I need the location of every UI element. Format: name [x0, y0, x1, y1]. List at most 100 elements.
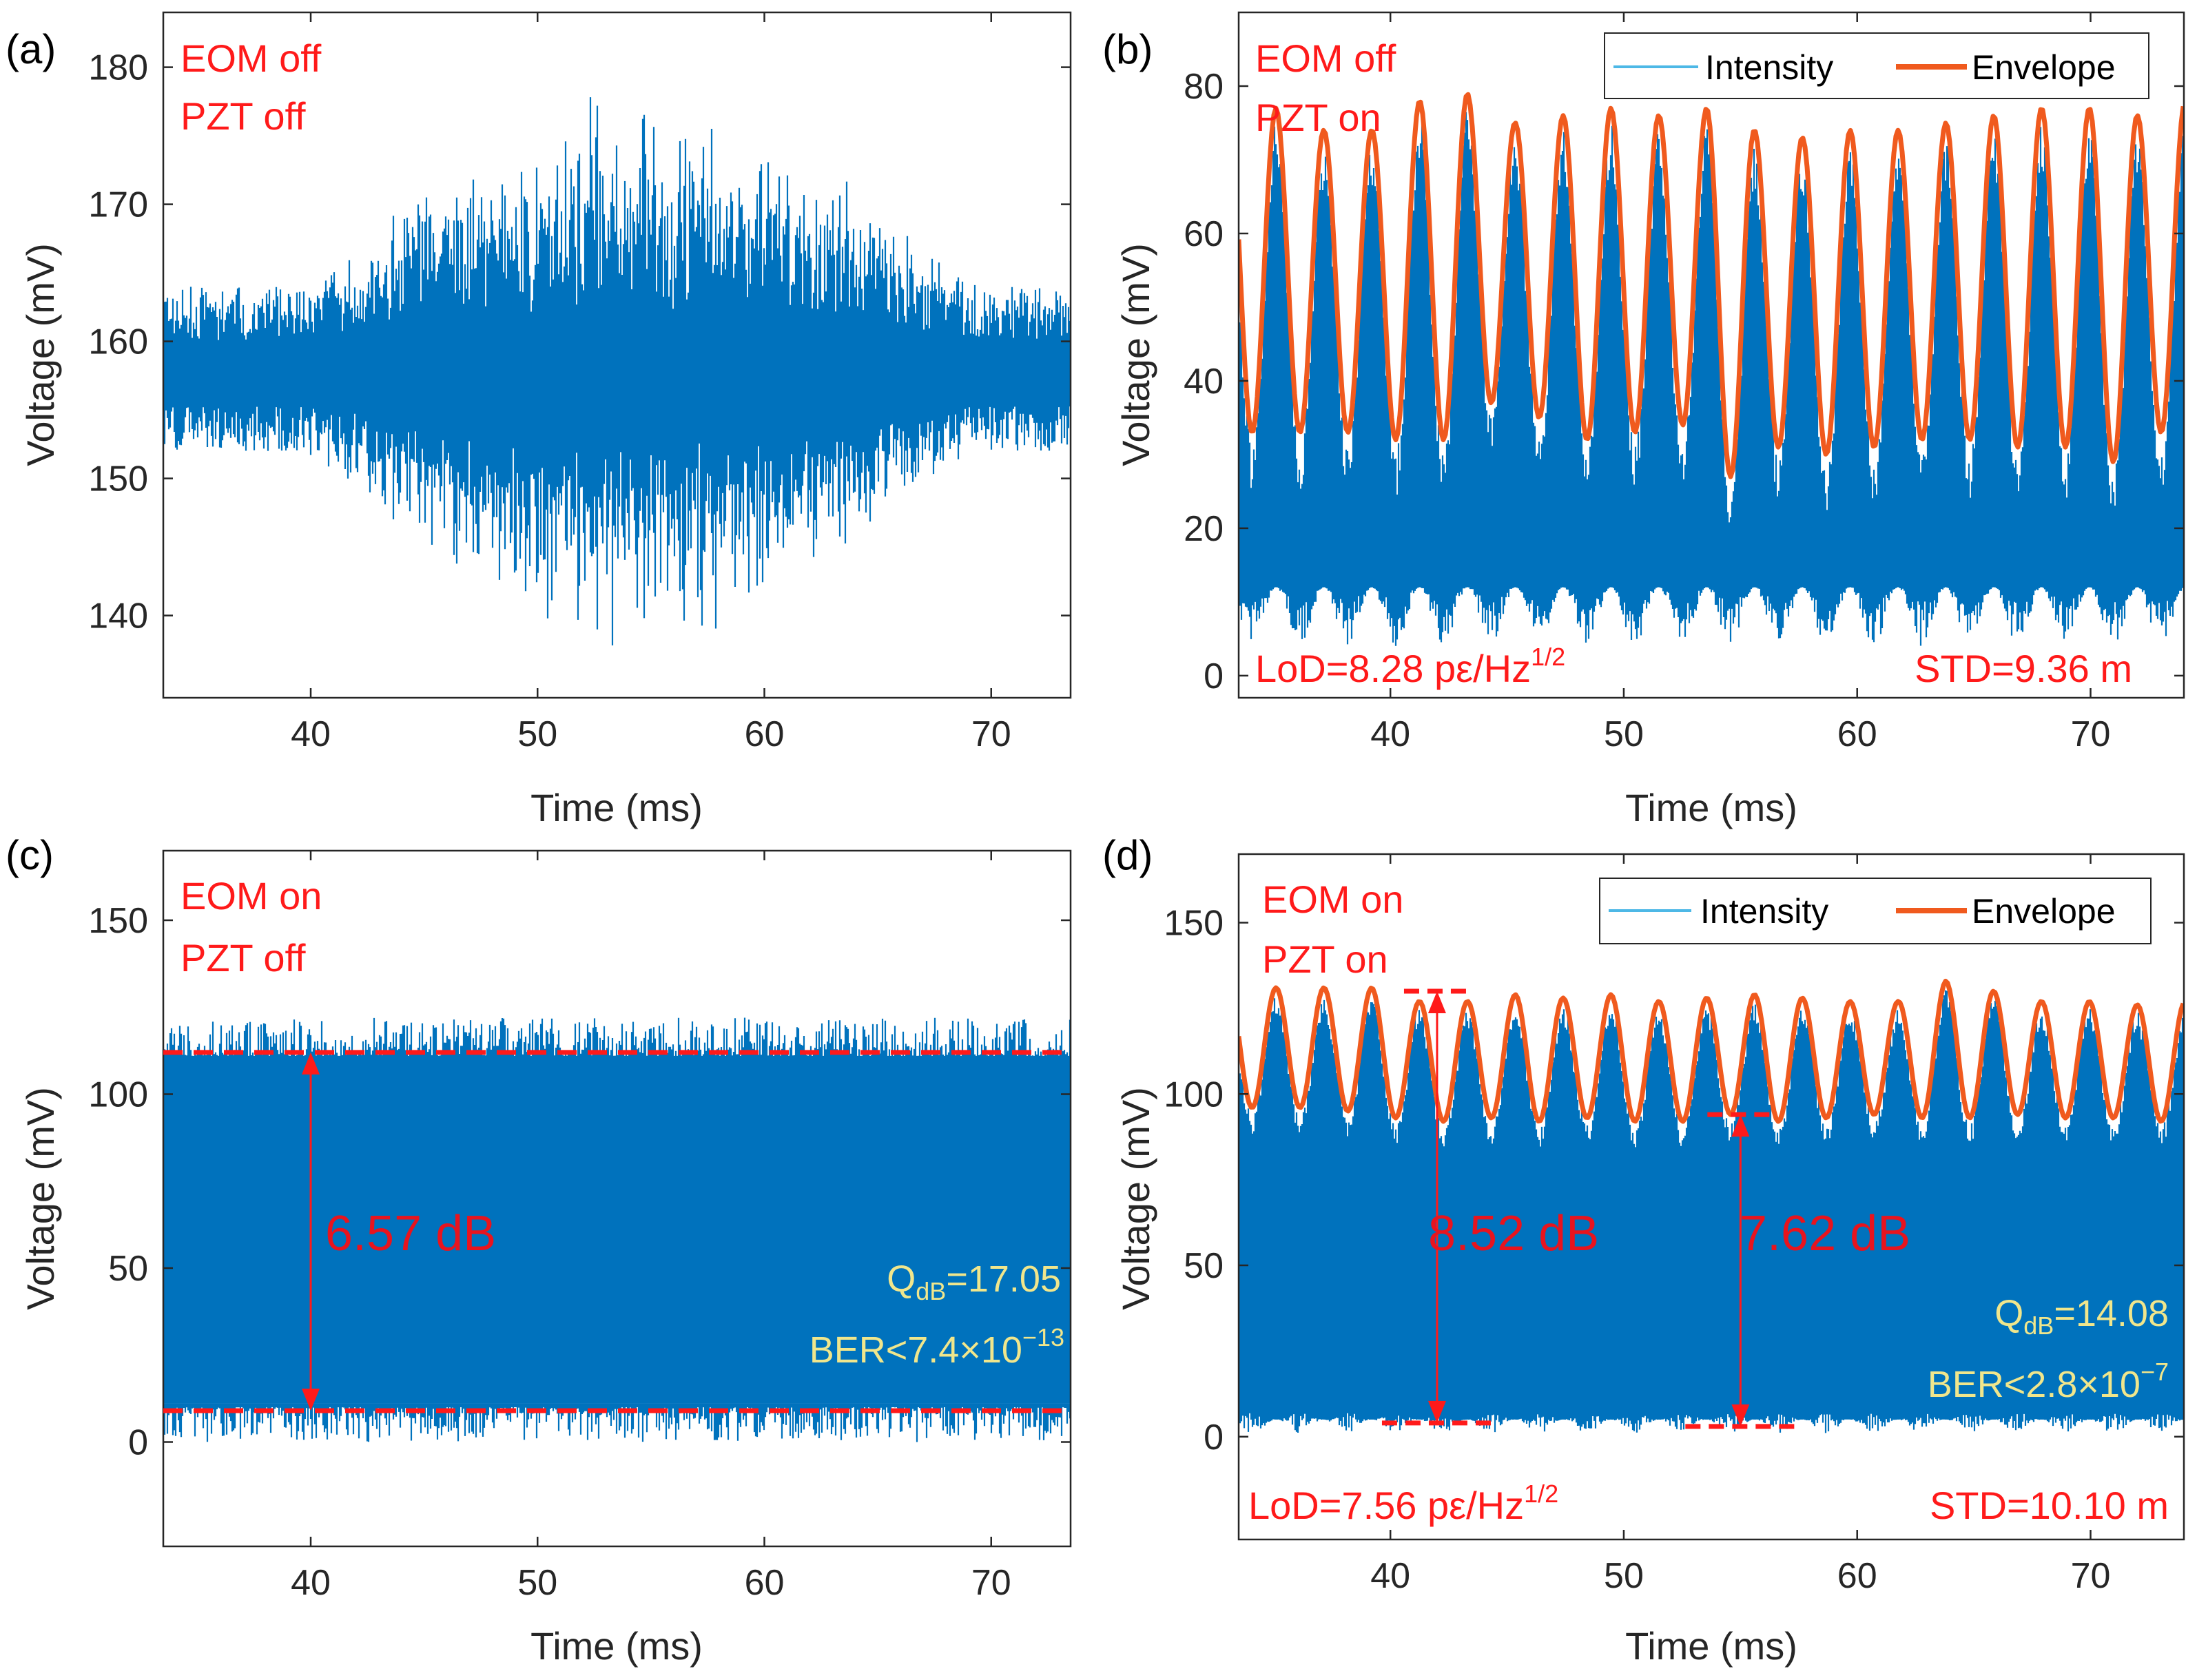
intensity-trace	[1239, 112, 2184, 646]
db-arrow-2-head-top	[1731, 1114, 1750, 1137]
panel-a-ylabel: Voltage (mV)	[19, 243, 62, 466]
x-tick-label: 40	[291, 714, 331, 754]
db-arrow-1-head-bottom	[1427, 1400, 1446, 1423]
y-tick-label: 0	[1204, 656, 1224, 696]
y-tick-label: 20	[1184, 509, 1224, 549]
panel-c-overlay	[163, 1050, 1071, 1413]
panel-c-series-group	[163, 1017, 1071, 1442]
y-tick-label: 180	[88, 48, 148, 88]
y-tick-label: 100	[88, 1075, 148, 1115]
x-tick-label: 50	[1604, 714, 1644, 754]
panel-b-ticks: 40 50 60 70 0 20 40 60 80	[1184, 12, 2184, 754]
panel-d-lod-text: LoD=7.56 pε/Hz	[1248, 1484, 1524, 1527]
panel-d-eom-text: EOM on	[1262, 878, 1403, 921]
panel-c-pzt-text: PZT off	[180, 936, 306, 979]
panel-d: (d) 40 50 60 70 0 50 100 150 Time (ms) Voltage …	[1102, 832, 2185, 1668]
panel-b-lod-text: LoD=8.28 pε/Hz	[1255, 647, 1531, 690]
panel-b-xlabel: Time (ms)	[1625, 786, 1797, 829]
y-tick-label: 0	[1204, 1418, 1224, 1458]
db-arrow-head-bottom	[302, 1389, 320, 1411]
panel-b-label: (b)	[1102, 26, 1153, 72]
db-arrow-1-head-top	[1427, 991, 1446, 1013]
panel-c-ylabel: Voltage (mV)	[19, 1087, 62, 1310]
y-tick-label: 80	[1184, 67, 1224, 107]
x-tick-label: 70	[971, 714, 1011, 754]
y-tick-label: 140	[88, 597, 148, 636]
panel-a-plot-area	[163, 97, 1071, 645]
y-tick-label: 170	[88, 185, 148, 225]
panel-d-series-group	[1239, 978, 2184, 1433]
y-tick-label: 150	[88, 901, 148, 941]
x-tick-label: 50	[517, 714, 557, 754]
panel-b-plot-area	[1239, 92, 2184, 646]
x-tick-label: 50	[517, 1563, 557, 1603]
panel-b: (b) 40 50 60 70 0 20 40 60 80 Time (ms) Voltage …	[1102, 11, 2185, 829]
panel-b-axes-box	[1237, 11, 2185, 699]
panel-d-q-num: =14.08	[2054, 1293, 2169, 1334]
y-tick-label: 40	[1184, 362, 1224, 402]
panel-d-ber-exp: −7	[2141, 1358, 2169, 1386]
panel-d-ber: BER<2.8×10−7	[1928, 1358, 2169, 1405]
x-tick-label: 70	[2071, 714, 2111, 754]
intensity-trace	[163, 97, 1071, 645]
panel-c-ber-exp: −13	[1022, 1323, 1064, 1351]
y-tick-label: 100	[1164, 1075, 1224, 1114]
panel-c-q-sub: dB	[916, 1277, 946, 1305]
panel-c-q-main: Q	[887, 1258, 916, 1300]
y-tick-label: 150	[1164, 904, 1224, 944]
panel-c-label: (c)	[6, 832, 54, 878]
panel-d-db-label-2: 7.62 dB	[1740, 1206, 1910, 1261]
panel-c-db-label: 6.57 dB	[325, 1206, 496, 1261]
panel-c-q-value: QdB=17.05	[887, 1258, 1061, 1305]
envelope-line	[1239, 978, 2184, 1124]
x-tick-label: 40	[291, 1563, 331, 1603]
y-tick-label: 160	[88, 322, 148, 362]
x-tick-label: 60	[745, 1563, 785, 1603]
panel-a-axes-box	[162, 11, 1072, 699]
panel-c-xlabel: Time (ms)	[530, 1624, 703, 1668]
panel-a: (a) 40 50 60 70 140 150 160 170 180 Time (ms) Vo…	[6, 11, 1072, 829]
panel-b-legend: Intensity Envelope	[1604, 32, 2149, 99]
panel-c-ber-text: BER<7.4×10	[809, 1329, 1022, 1371]
x-tick-label: 60	[1837, 1556, 1877, 1596]
panel-d-ber-text: BER<2.8×10	[1928, 1364, 2141, 1405]
panel-b-eom-text: EOM off	[1255, 37, 1396, 80]
panel-b-lod: LoD=8.28 pε/Hz1/2	[1255, 643, 1565, 690]
intensity-noise-edges	[163, 1017, 1071, 1442]
y-tick-label: 50	[1184, 1246, 1224, 1286]
envelope-line	[1239, 92, 2184, 479]
panel-c-q-num: =17.05	[946, 1258, 1061, 1300]
panel-d-overlay	[1381, 988, 1796, 1429]
panel-c-plot-area	[163, 1017, 1071, 1442]
panel-a-ticks: 40 50 60 70 140 150 160 170 180	[88, 12, 1071, 754]
panel-b-std: STD=9.36 m	[1915, 647, 2132, 690]
y-tick-label: 60	[1184, 214, 1224, 254]
panel-d-legend-intensity: Intensity	[1700, 892, 1828, 931]
panel-c: (c) 40 50 60 70 0 50 100 150 Time (ms) Voltage …	[6, 832, 1072, 1668]
panel-b-series-group	[1239, 92, 2184, 646]
panel-d-q-sub: dB	[2023, 1311, 2054, 1340]
panel-d-ylabel: Voltage (mV)	[1114, 1087, 1157, 1310]
panel-b-pzt-text: PZT on	[1255, 96, 1381, 139]
panel-b-ylabel: Voltage (mV)	[1114, 243, 1157, 466]
x-tick-label: 60	[745, 714, 785, 754]
panel-d-xlabel: Time (ms)	[1625, 1624, 1797, 1668]
panel-c-axes-box	[162, 849, 1072, 1548]
y-tick-label: 50	[108, 1249, 148, 1289]
panel-d-ticks: 40 50 60 70 0 50 100 150	[1164, 854, 2184, 1596]
panel-d-legend-envelope: Envelope	[1972, 892, 2116, 931]
panel-a-series-group	[163, 97, 1071, 645]
panel-d-db-label-1: 8.52 dB	[1428, 1206, 1599, 1261]
panel-c-eom-text: EOM on	[180, 874, 322, 917]
panel-d-legend: Intensity Envelope	[1599, 878, 2152, 944]
intensity-band	[163, 1059, 1071, 1404]
panel-a-pzt-text: PZT off	[180, 94, 306, 138]
intensity-trace	[1239, 990, 2184, 1433]
panel-d-axes-box	[1237, 853, 2185, 1541]
db-arrow-head-top	[302, 1052, 320, 1075]
panel-d-lod-sup: 1/2	[1524, 1480, 1558, 1508]
panel-a-label: (a)	[6, 26, 56, 72]
panel-b-legend-intensity: Intensity	[1705, 48, 1833, 87]
x-tick-label: 40	[1370, 1556, 1410, 1596]
